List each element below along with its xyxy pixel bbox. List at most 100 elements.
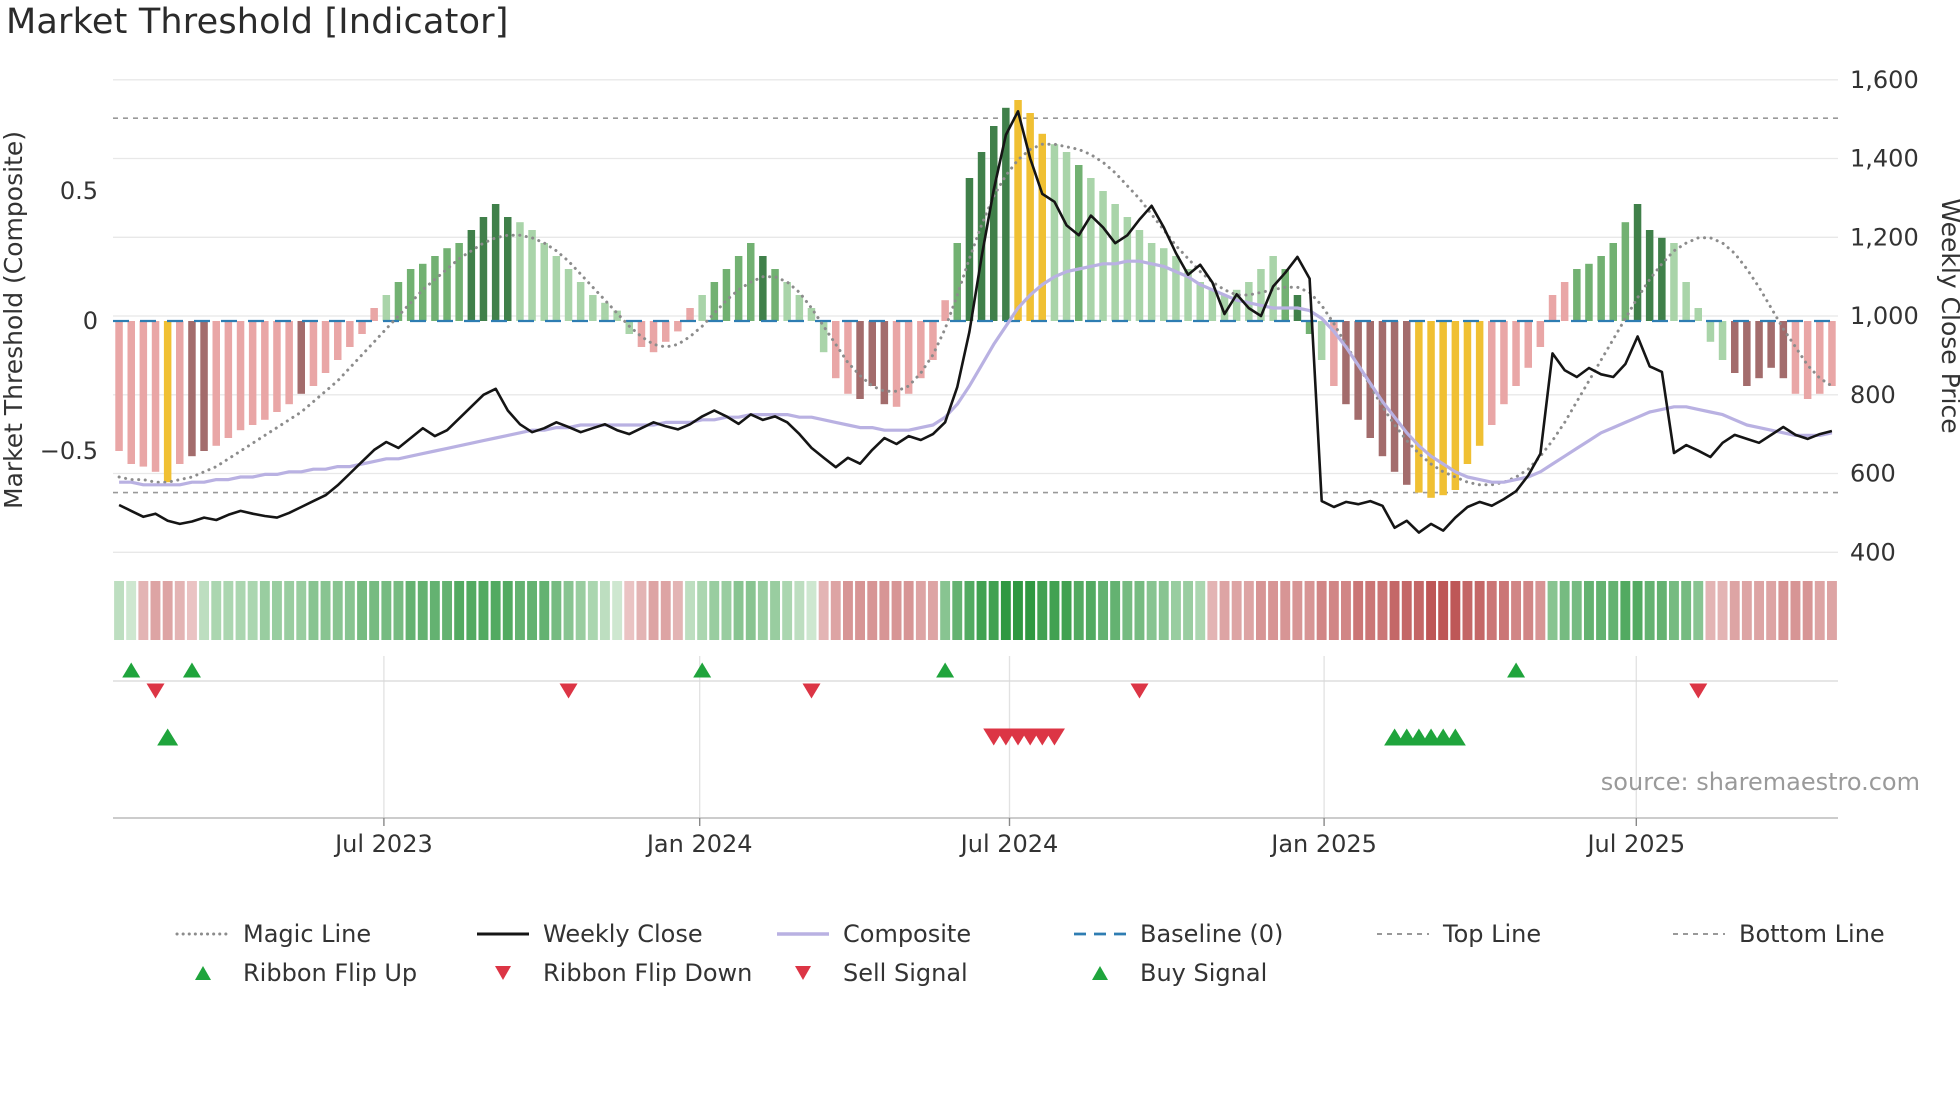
ribbon-cell	[697, 581, 708, 640]
ribbon-cell	[1280, 581, 1291, 640]
ribbon-cell	[770, 581, 780, 640]
composite-bar	[1645, 230, 1654, 321]
composite-bar	[844, 321, 852, 394]
ribbon-cell	[1061, 581, 1072, 640]
ribbon-cell	[794, 581, 805, 640]
buy-signal-marker	[157, 728, 179, 746]
ribbon-cell	[442, 581, 452, 640]
ribbon-cell	[1377, 581, 1388, 640]
composite-bar	[1524, 321, 1532, 368]
ribbon-cell	[551, 581, 562, 640]
ribbon-cell	[891, 581, 902, 640]
legend-label: Baseline (0)	[1140, 920, 1284, 948]
composite-bar	[1087, 178, 1095, 321]
ribbon-flip-up-marker	[693, 662, 712, 678]
ribbon-flip-up-markers	[122, 662, 1526, 678]
ribbon-cell	[320, 581, 331, 640]
ribbon-cell	[1717, 581, 1728, 640]
ribbon-cell	[417, 581, 428, 640]
composite-bar	[1658, 237, 1666, 321]
ribbon-cell	[1426, 581, 1436, 640]
ribbon-strip	[114, 581, 1837, 640]
composite-bar	[479, 217, 488, 321]
ribbon-cell	[1450, 581, 1461, 640]
composite-bar	[771, 269, 779, 321]
right-tick-label: 1,400	[1850, 145, 1919, 173]
left-tick-label: 0	[83, 307, 98, 335]
ribbon-cell	[1693, 581, 1704, 640]
composite-bar	[917, 321, 925, 379]
ribbon-cell	[284, 581, 295, 640]
ribbon-cell	[1171, 581, 1181, 640]
composite-bar	[1172, 256, 1180, 321]
composite-bar	[1743, 321, 1751, 386]
ribbon-cell	[587, 581, 598, 640]
x-tick-label: Jul 2023	[333, 830, 433, 858]
threshold-lines	[113, 117, 1838, 494]
composite-bar	[662, 321, 670, 342]
composite-bar	[637, 321, 646, 347]
composite-bar	[261, 321, 269, 420]
ribbon-cell	[502, 581, 513, 640]
composite-bar	[406, 269, 415, 321]
composite-bar	[1305, 321, 1314, 334]
composite-bar	[649, 321, 658, 353]
composite-bar	[1500, 321, 1508, 405]
composite-bar	[1184, 269, 1192, 321]
legend-marker-icon	[495, 966, 511, 980]
composite-bar	[1621, 222, 1630, 321]
legend-label: Ribbon Flip Down	[543, 959, 753, 987]
composite-bar	[1390, 321, 1399, 472]
sell-signal-marker	[1043, 728, 1065, 746]
composite-bar	[1536, 321, 1545, 347]
legend-marker-icon	[795, 966, 811, 980]
composite-bar	[1160, 248, 1168, 321]
ribbon-cell	[1438, 581, 1449, 640]
legend-marker-icon	[1092, 966, 1108, 980]
ribbon-cell	[1158, 581, 1169, 640]
ribbon-cell	[527, 581, 537, 640]
ribbon-cell	[1584, 581, 1594, 640]
ribbon-cell	[162, 581, 173, 640]
ribbon-cell	[1523, 581, 1534, 640]
ribbon-cell	[855, 581, 865, 640]
ribbon-cell	[199, 581, 209, 640]
legend-line-icon	[1673, 933, 1725, 935]
ribbon-cell	[1559, 581, 1570, 640]
ribbon-cell	[818, 581, 829, 640]
composite-bar	[1694, 308, 1702, 321]
composite-bar	[1123, 217, 1132, 321]
composite-bar	[1512, 321, 1520, 386]
composite-bar	[1415, 321, 1423, 493]
composite-bar	[1366, 321, 1374, 438]
composite-bar	[297, 321, 305, 394]
composite-bar	[1354, 321, 1362, 420]
legend-label: Ribbon Flip Up	[243, 959, 418, 987]
composite-bar	[370, 308, 378, 321]
right-tick-label: 1,000	[1850, 302, 1919, 330]
ribbon-cell	[1341, 581, 1351, 640]
ribbon-cell	[563, 581, 574, 640]
ribbon-flip-up-swatch	[175, 964, 231, 982]
right-tick-label: 600	[1850, 460, 1896, 488]
composite-bar	[783, 282, 791, 321]
ribbon-cell	[1146, 581, 1157, 640]
composite-bar	[139, 321, 148, 467]
ribbon-cell	[721, 581, 732, 640]
ribbon-cell	[685, 581, 695, 640]
ribbon-cell	[1766, 581, 1777, 640]
composite-bar	[953, 243, 961, 321]
composite-bar	[358, 321, 366, 334]
right-tick-label: 1,600	[1850, 66, 1919, 94]
ribbon-cell	[478, 581, 489, 640]
composite-line	[119, 259, 1833, 487]
ribbon-flip-down-markers	[146, 683, 1708, 699]
composite-bar	[1803, 321, 1812, 399]
ribbon-cell	[843, 581, 853, 640]
composite-bar	[188, 321, 196, 457]
ribbon-cell	[247, 581, 258, 640]
ribbon-cell	[490, 581, 501, 640]
ribbon-cell	[1486, 581, 1497, 640]
composite-bar	[1791, 321, 1800, 394]
ribbon-cell	[867, 581, 878, 640]
